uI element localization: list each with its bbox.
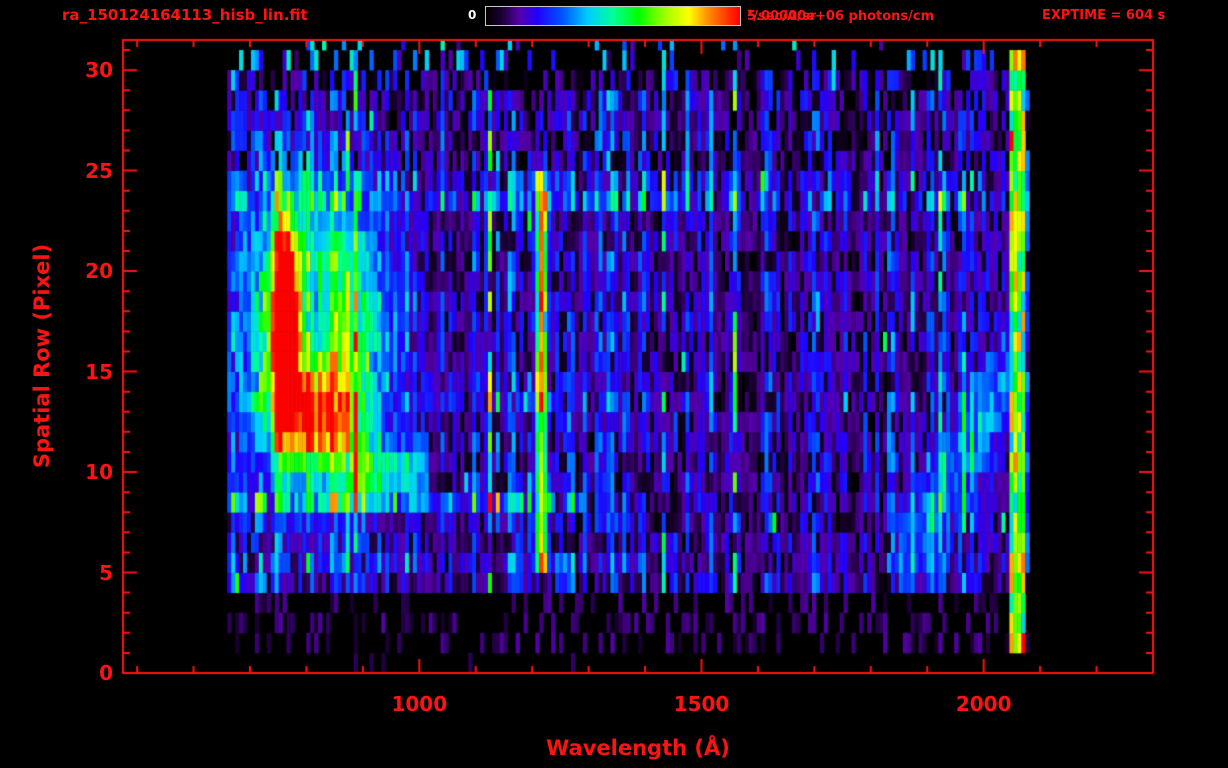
- colorbar-max-label: 5.00000e+06 photons/cm 2/sec/A/sr: [747, 9, 934, 25]
- x-tick-label: 1500: [673, 692, 730, 716]
- y-tick-label: 30: [85, 58, 113, 83]
- colorbar-max-superscript: 2: [747, 9, 754, 19]
- exptime-label: EXPTIME = 604 s: [1042, 8, 1166, 23]
- y-tick-label: 10: [85, 460, 113, 485]
- y-tick-label: 20: [85, 259, 113, 284]
- colorbar-max-prefix: 5.00000e+06 photons/cm: [747, 9, 935, 24]
- colorbar-gradient: [485, 6, 741, 26]
- x-tick-label: 2000: [955, 692, 1012, 716]
- header-bar: ra_150124164113_hisb_lin.fit 0 5.00000e+…: [0, 0, 1228, 32]
- colorbar-min-label: 0: [468, 8, 477, 22]
- y-tick-label: 15: [85, 359, 113, 384]
- y-tick-label: 0: [99, 661, 113, 685]
- y-tick-label: 25: [85, 158, 113, 183]
- x-tick-label: 1000: [391, 692, 448, 716]
- y-tick-label: 5: [99, 560, 113, 585]
- x-axis-title: Wavelength (Å): [546, 736, 730, 760]
- colorbar-max-suffix: /sec/A/sr: [753, 9, 816, 24]
- filename-label: ra_150124164113_hisb_lin.fit: [62, 6, 308, 24]
